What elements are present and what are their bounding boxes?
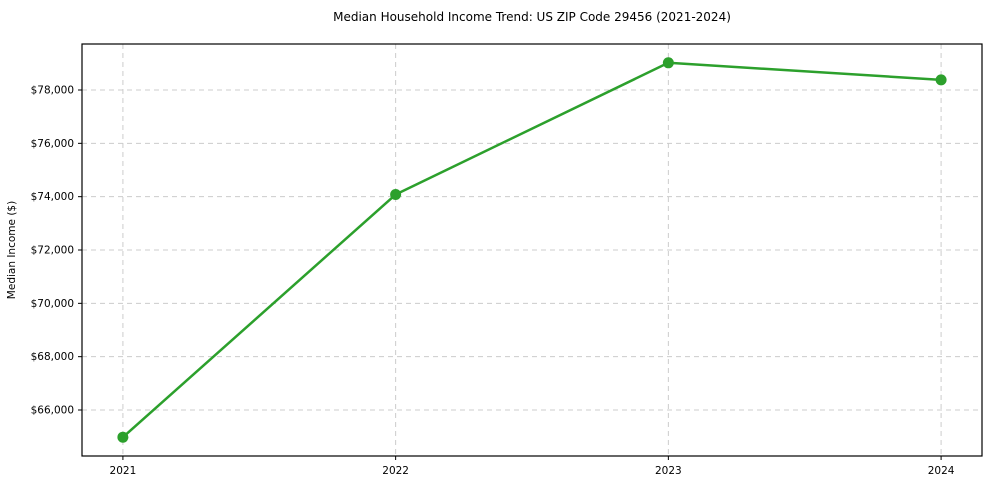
x-tick-label: 2023: [655, 465, 682, 477]
y-tick-label: $76,000: [31, 138, 74, 150]
x-tick-label: 2024: [928, 465, 955, 477]
gridlines: [82, 44, 982, 456]
data-point-2021: [117, 431, 129, 443]
y-tick-label: $74,000: [31, 191, 74, 203]
chart-title: Median Household Income Trend: US ZIP Co…: [333, 10, 731, 24]
y-tick-label: $66,000: [31, 405, 74, 417]
tick-labels: $66,000 $68,000 $70,000 $72,000 $74,000 $76,0…: [31, 85, 955, 478]
income-series: [117, 57, 947, 443]
y-axis-label: Median Income ($): [6, 201, 18, 299]
y-tick-label: $72,000: [31, 245, 74, 257]
y-tick-label: $78,000: [31, 85, 74, 97]
y-tick-label: $68,000: [31, 351, 74, 363]
data-point-2023: [662, 57, 674, 69]
axes: [78, 43, 983, 460]
data-point-2022: [390, 189, 402, 201]
data-point-2024: [935, 74, 947, 86]
x-tick-label: 2021: [110, 465, 137, 477]
y-tick-label: $70,000: [31, 298, 74, 310]
x-tick-label: 2022: [382, 465, 409, 477]
trend-line: [121, 61, 943, 439]
